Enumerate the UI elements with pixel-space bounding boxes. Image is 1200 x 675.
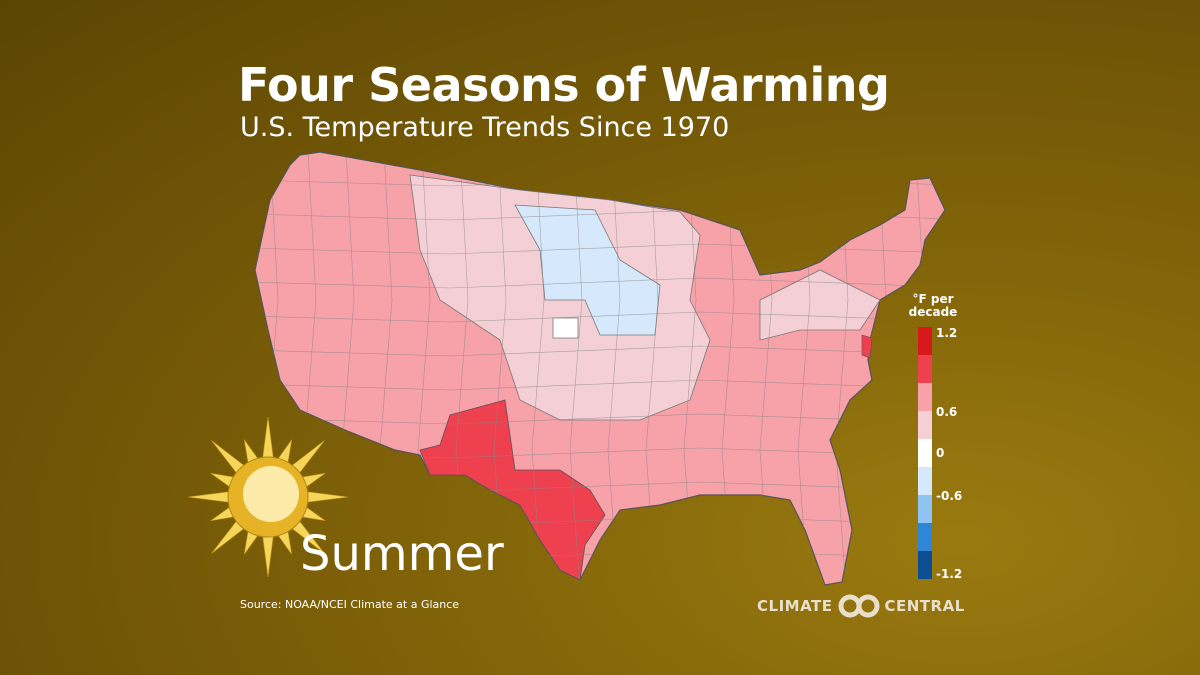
division-border — [531, 152, 545, 585]
division-border — [255, 583, 945, 585]
division-border — [255, 277, 945, 289]
legend-tick: 0 — [936, 446, 945, 460]
legend-title: °F per decade — [898, 293, 968, 319]
legend-bin — [918, 439, 932, 467]
legend-title-line1: °F per — [912, 292, 954, 306]
sun-ray — [262, 536, 274, 578]
climate-central-logo: CLIMATE CENTRAL — [757, 594, 965, 618]
logo-text-right: CENTRAL — [884, 597, 965, 615]
page-subtitle: U.S. Temperature Trends Since 1970 — [240, 112, 730, 143]
legend-tick: -1.2 — [936, 567, 963, 581]
sun-icon — [187, 416, 349, 578]
division-border — [607, 152, 621, 585]
sun-ray — [262, 416, 274, 458]
legend-title-line2: decade — [908, 305, 958, 319]
legend-bin — [918, 327, 932, 355]
legend-bin — [918, 523, 932, 551]
page-title: Four Seasons of Warming — [238, 58, 890, 112]
division-border — [255, 345, 945, 357]
legend-tick: 1.2 — [936, 326, 958, 340]
division-border — [569, 152, 583, 585]
legend-bin — [918, 411, 932, 439]
season-label: Summer — [300, 526, 504, 582]
region-southwest-hot — [419, 399, 606, 581]
legend-bin — [918, 495, 932, 523]
legend-bin — [918, 467, 932, 495]
sun-ray — [291, 440, 325, 474]
legend-bin — [918, 355, 932, 383]
logo-rings-icon — [838, 594, 879, 618]
legend-bin — [918, 551, 932, 579]
region-new-jersey-hot — [861, 334, 873, 359]
legend-color-bar — [918, 327, 932, 579]
division-border — [255, 311, 945, 323]
sun-ray — [187, 491, 229, 503]
region-northeast-light — [759, 269, 881, 341]
sun-ray — [211, 520, 245, 554]
division-border — [255, 413, 945, 425]
sun-ray — [211, 440, 245, 474]
sun-highlight — [243, 466, 299, 522]
legend-tick: -0.6 — [936, 489, 963, 503]
source-note: Source: NOAA/NCEI Climate at a Glance — [240, 598, 460, 611]
logo-text-left: CLIMATE — [757, 597, 833, 615]
division-border — [255, 379, 945, 391]
legend-bin — [918, 383, 932, 411]
region-no-trend — [552, 317, 579, 339]
sun-ray — [307, 491, 349, 503]
legend-tick: 0.6 — [936, 405, 958, 419]
division-border — [873, 152, 887, 585]
